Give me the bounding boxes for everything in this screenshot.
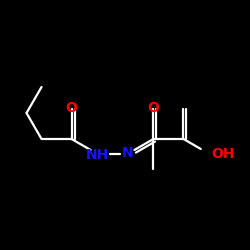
Text: NH: NH xyxy=(86,148,109,162)
Text: O: O xyxy=(66,101,78,115)
Text: O: O xyxy=(148,101,160,115)
Text: OH: OH xyxy=(212,147,235,161)
Text: N: N xyxy=(122,146,133,160)
